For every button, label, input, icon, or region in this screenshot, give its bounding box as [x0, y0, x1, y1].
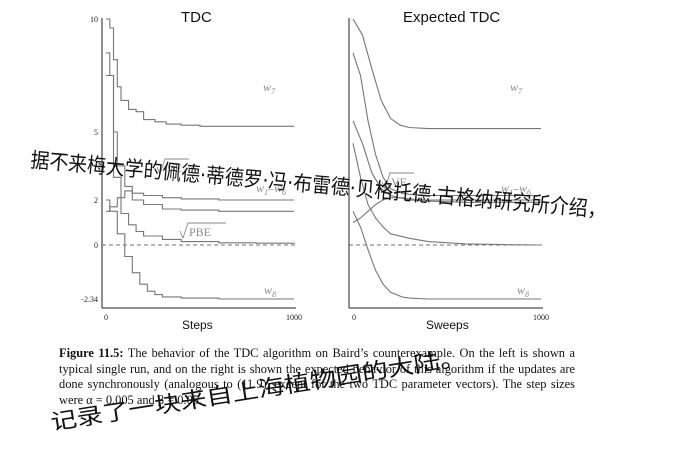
charts-figure: 10 5 2 0 -2.34 0 1000 0 1000 w7 w1–w6 VE… [81, 15, 549, 322]
svg-text:PBE: PBE [189, 225, 211, 239]
handwritten-line-1: 据不来梅大学的佩德·蒂德罗·冯·布雷德·贝格托德·古格纳研究所介绍， [30, 148, 608, 222]
left-ytick-neg234: -2.34 [81, 295, 98, 304]
right-xlabel: Sweeps [426, 318, 469, 332]
left-xtick-1000: 1000 [286, 313, 302, 322]
left-xtick-0: 0 [104, 313, 108, 322]
right-line-w8-5 [352, 211, 541, 300]
caption-text: The behavior of the TDC algorithm on Bai… [59, 346, 575, 407]
right-label-w1w6: w1–w6 [501, 181, 531, 197]
left-label-w1w6: w1–w6 [256, 181, 286, 197]
right-label-w8: w8 [517, 283, 529, 299]
left-label-w8: w8 [264, 283, 276, 299]
handwritten-line-2: 记录了一块来自上海植物园的大陆。 [49, 346, 468, 436]
right-xtick-0: 0 [352, 313, 356, 322]
left-line-w7-0 [106, 18, 294, 127]
left-xlabel: Steps [182, 318, 213, 332]
left-panel-title: TDC [181, 9, 212, 26]
figure-label: Figure 11.5: [59, 346, 124, 360]
left-ytick-10: 10 [90, 15, 98, 24]
right-line--ve-2 [352, 52, 541, 197]
left-line-w8-4 [106, 199, 294, 300]
left-label-w7: w7 [263, 80, 276, 96]
left-ytick-0: 0 [94, 241, 98, 250]
left-ytick-5: 5 [94, 128, 98, 137]
svg-text:VE: VE [391, 175, 407, 189]
left-label-sqrt-ve: VE [156, 158, 189, 176]
right-line-series-4-4 [352, 143, 542, 246]
left-ytick-2: 2 [94, 196, 98, 205]
right-line-series-3-3 [352, 120, 541, 203]
right-panel-title: Expected TDC [403, 9, 501, 26]
left-series-group [106, 18, 295, 300]
left-line--pbe-3 [106, 74, 295, 244]
left-label-sqrt-pbe: PBE [179, 222, 226, 240]
right-line-w7-0 [352, 18, 541, 130]
figure-caption: Figure 11.5: The behavior of the TDC alg… [59, 346, 575, 408]
right-xtick-1000: 1000 [533, 313, 549, 322]
left-line-w1-w6-1 [106, 190, 294, 212]
right-line-w1-w6-1 [352, 197, 541, 223]
right-label-w7: w7 [510, 80, 523, 96]
right-label-sqrt-ve: VE [381, 172, 414, 191]
right-series-group [352, 18, 542, 300]
svg-text:VE: VE [166, 161, 182, 175]
